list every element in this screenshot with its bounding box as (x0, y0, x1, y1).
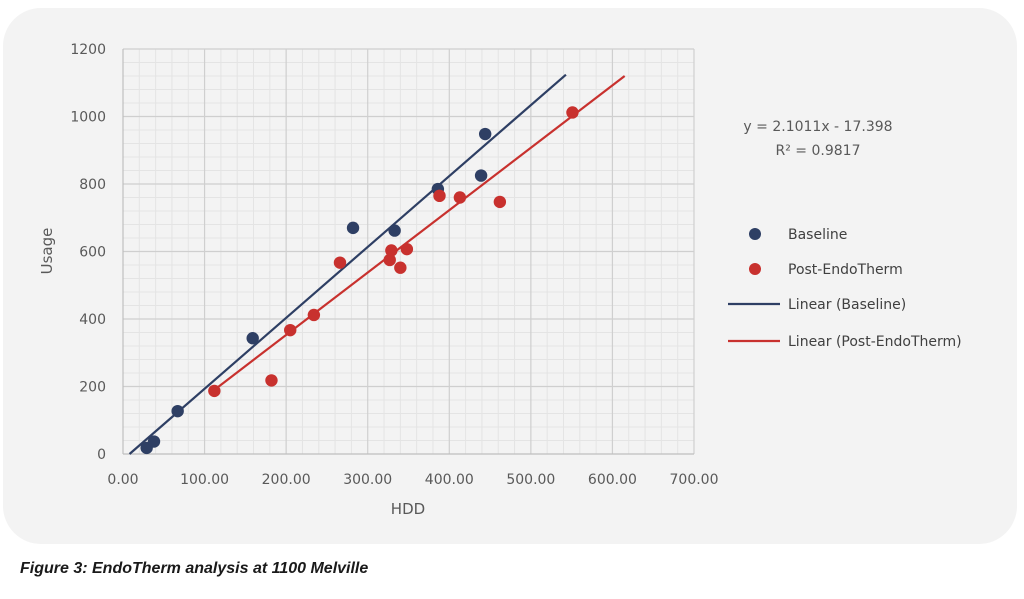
point-post-endotherm (383, 253, 396, 267)
y-axis-title: Usage (38, 228, 56, 275)
point-post-endotherm (333, 256, 347, 269)
trendline-baseline (128, 73, 567, 455)
legend-label-baseline: Baseline (788, 227, 847, 243)
point-post-endotherm (493, 195, 507, 209)
legend-marker-post-endotherm (749, 263, 761, 275)
trendline-equation: y = 2.1011x - 17.398 (743, 119, 892, 135)
point-post-endotherm (307, 308, 321, 322)
point-baseline (388, 224, 401, 237)
figure-caption: Figure 3: EndoTherm analysis at 1100 Mel… (20, 560, 369, 577)
x-tick-labels: 0.00 100.00 200.00 300.00 400.00 500.00 600.00… (107, 472, 718, 488)
legend: Baseline Post-EndoTherm Linear (Baseline… (728, 227, 962, 350)
point-post-endotherm (265, 374, 278, 387)
point-post-endotherm (453, 191, 467, 204)
legend-marker-baseline (749, 228, 761, 240)
x-tick-label: 600.00 (588, 472, 637, 488)
point-baseline (171, 404, 184, 418)
point-baseline (474, 169, 488, 182)
point-post-endotherm (433, 189, 446, 203)
y-tick-labels: 0 200 400 600 800 1000 1200 (70, 42, 106, 463)
point-post-endotherm (394, 261, 407, 274)
x-tick-label: 300.00 (343, 472, 392, 488)
x-tick-label: 500.00 (506, 472, 555, 488)
point-baseline (246, 332, 259, 345)
x-tick-label: 400.00 (425, 472, 474, 488)
point-post-endotherm (400, 242, 414, 256)
y-tick-label: 800 (79, 177, 106, 193)
trendlines (128, 73, 626, 455)
trendline-r-squared: R² = 0.9817 (776, 143, 861, 159)
y-tick-label: 400 (79, 312, 106, 328)
point-post-endotherm (385, 244, 398, 257)
x-tick-label: 700.00 (670, 472, 719, 488)
x-tick-label: 100.00 (180, 472, 229, 488)
trendline-post-endotherm (213, 75, 626, 391)
axes (122, 49, 694, 455)
legend-label-linear-baseline: Linear (Baseline) (788, 297, 906, 313)
point-post-endotherm (566, 106, 579, 119)
point-post-endotherm (208, 384, 221, 398)
y-tick-label: 600 (79, 245, 106, 261)
point-baseline (478, 127, 492, 141)
major-gridlines (123, 48, 695, 454)
x-axis-title: HDD (391, 500, 425, 518)
y-tick-label: 1000 (70, 110, 106, 126)
x-tick-label: 0.00 (107, 472, 138, 488)
y-tick-label: 0 (97, 447, 106, 463)
legend-label-linear-post-endotherm: Linear (Post-EndoTherm) (788, 334, 962, 350)
legend-label-post-endotherm: Post-EndoTherm (788, 262, 903, 278)
point-post-endotherm (284, 323, 297, 337)
y-tick-label: 200 (79, 380, 106, 396)
point-baseline (147, 435, 161, 448)
y-tick-label: 1200 (70, 42, 106, 58)
x-tick-label: 200.00 (262, 472, 311, 488)
data-points (140, 106, 579, 455)
point-baseline (346, 221, 360, 235)
